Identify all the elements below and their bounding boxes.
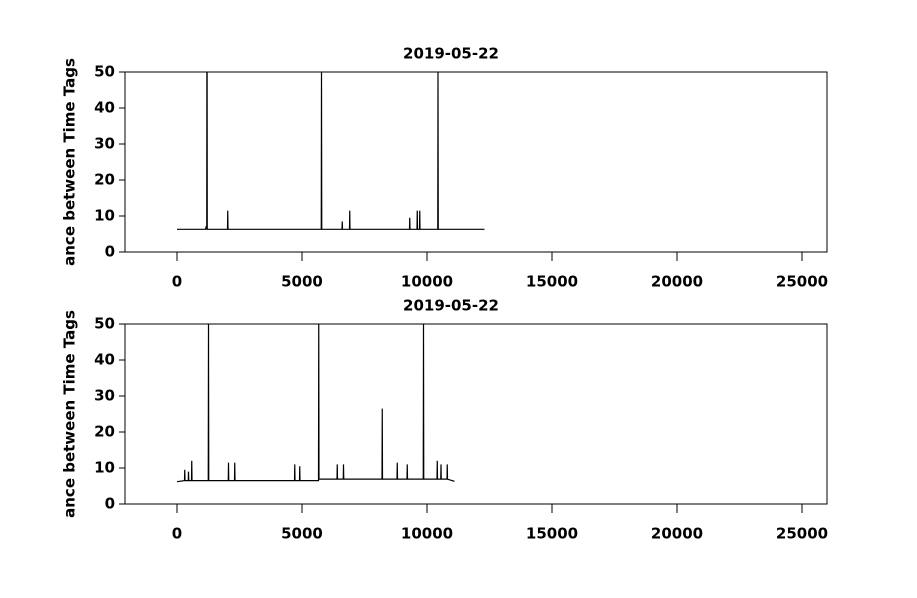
x-tick-label: 15000 [526, 273, 578, 291]
data-line [176, 323, 455, 483]
y-axis-label: ance between Time Tags [61, 58, 79, 266]
chart-title: 2019-05-22 [403, 297, 499, 315]
y-tick-label: 10 [94, 459, 115, 477]
x-tick-label: 20000 [651, 525, 703, 543]
y-tick-label: 30 [94, 135, 115, 153]
y-tick-label: 40 [94, 351, 115, 369]
x-tick-label: 25000 [776, 525, 828, 543]
x-tick-label: 20000 [651, 273, 703, 291]
y-tick-label: 50 [94, 315, 115, 333]
y-axis-label: ance between Time Tags [61, 310, 79, 518]
y-tick-label: 0 [105, 243, 115, 261]
x-tick-label: 5000 [281, 273, 323, 291]
x-tick-label: 10000 [401, 273, 453, 291]
y-tick-label: 50 [94, 63, 115, 81]
y-tick-label: 0 [105, 495, 115, 513]
x-tick-label: 25000 [776, 273, 828, 291]
y-tick-label: 40 [94, 99, 115, 117]
axes-frame [124, 71, 828, 253]
x-tick-label: 0 [172, 525, 182, 543]
x-tick-label: 15000 [526, 525, 578, 543]
x-tick-label: 5000 [281, 525, 323, 543]
y-tick-label: 20 [94, 171, 115, 189]
data-line [177, 71, 485, 230]
y-tick-label: 20 [94, 423, 115, 441]
chart-title: 2019-05-22 [403, 45, 499, 63]
axes-frame [124, 323, 828, 505]
x-tick-label: 0 [172, 273, 182, 291]
x-tick-label: 10000 [401, 525, 453, 543]
y-tick-label: 30 [94, 387, 115, 405]
y-tick-label: 10 [94, 207, 115, 225]
